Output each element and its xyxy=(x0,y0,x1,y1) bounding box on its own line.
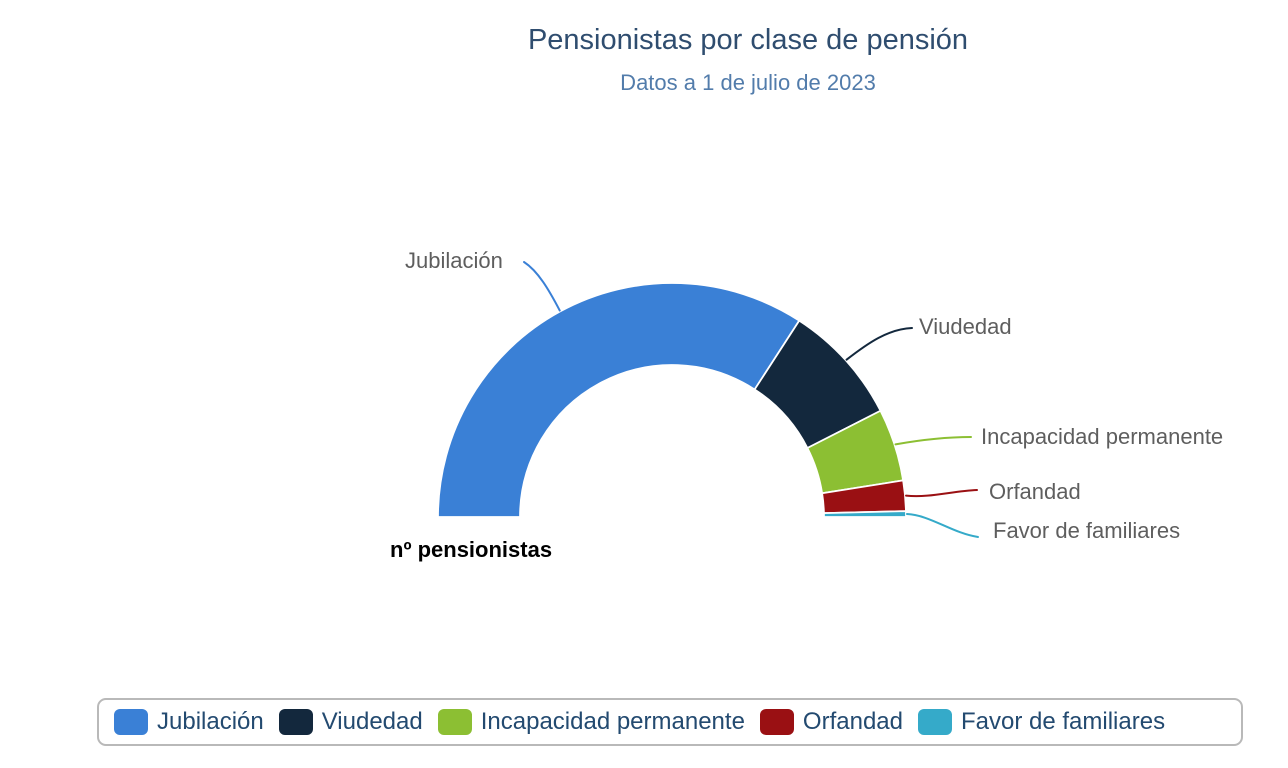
legend-swatch xyxy=(918,709,952,735)
slice-label-orfandad: Orfandad xyxy=(989,479,1081,504)
legend-item-label: Favor de familiares xyxy=(961,708,1166,735)
legend-swatch xyxy=(278,709,313,735)
legend-item-favor-de-familiares[interactable]: Favor de familiares xyxy=(918,708,1165,736)
legend-item-viudedad[interactable]: Viudedad xyxy=(278,708,423,736)
slice-label-viudedad: Viudedad xyxy=(919,314,1012,339)
pie-slice-0[interactable] xyxy=(437,282,801,518)
legend-item-jubilacion[interactable]: Jubilación xyxy=(114,708,264,736)
slice-label-jubilacion: Jubilación xyxy=(405,248,503,273)
label-connector-line xyxy=(523,261,561,312)
label-connector-line xyxy=(905,489,978,498)
label-connector-line xyxy=(905,513,979,538)
legend-item-label: Orfandad xyxy=(802,708,903,735)
legend-swatch xyxy=(759,709,794,735)
legend-item-label: Viudedad xyxy=(321,708,423,735)
chart-title: Pensionistas por clase de pensión xyxy=(527,24,969,56)
label-connector-line xyxy=(845,327,913,361)
slice-label-incapacidad-permanente: Incapacidad permanente xyxy=(981,424,1224,449)
legend-item-label: Jubilación xyxy=(157,708,264,735)
legend-item-orfandad[interactable]: Orfandad xyxy=(759,708,903,736)
legend-item-label: Incapacidad permanente xyxy=(480,708,745,735)
pie-slice-4[interactable] xyxy=(823,510,907,518)
label-connector-line xyxy=(894,436,972,446)
center-label: nº pensionistas xyxy=(390,537,553,562)
legend: Jubilación Viudedad Incapacidad permanen… xyxy=(97,698,1243,746)
legend-swatch xyxy=(114,709,148,735)
legend-swatch xyxy=(437,709,472,735)
legend-item-incapacidad-permanente[interactable]: Incapacidad permanente xyxy=(437,708,745,736)
slice-label-favor-de-familiares: Favor de familiares xyxy=(993,518,1181,543)
chart-subtitle: Datos a 1 de julio de 2023 xyxy=(620,70,876,95)
